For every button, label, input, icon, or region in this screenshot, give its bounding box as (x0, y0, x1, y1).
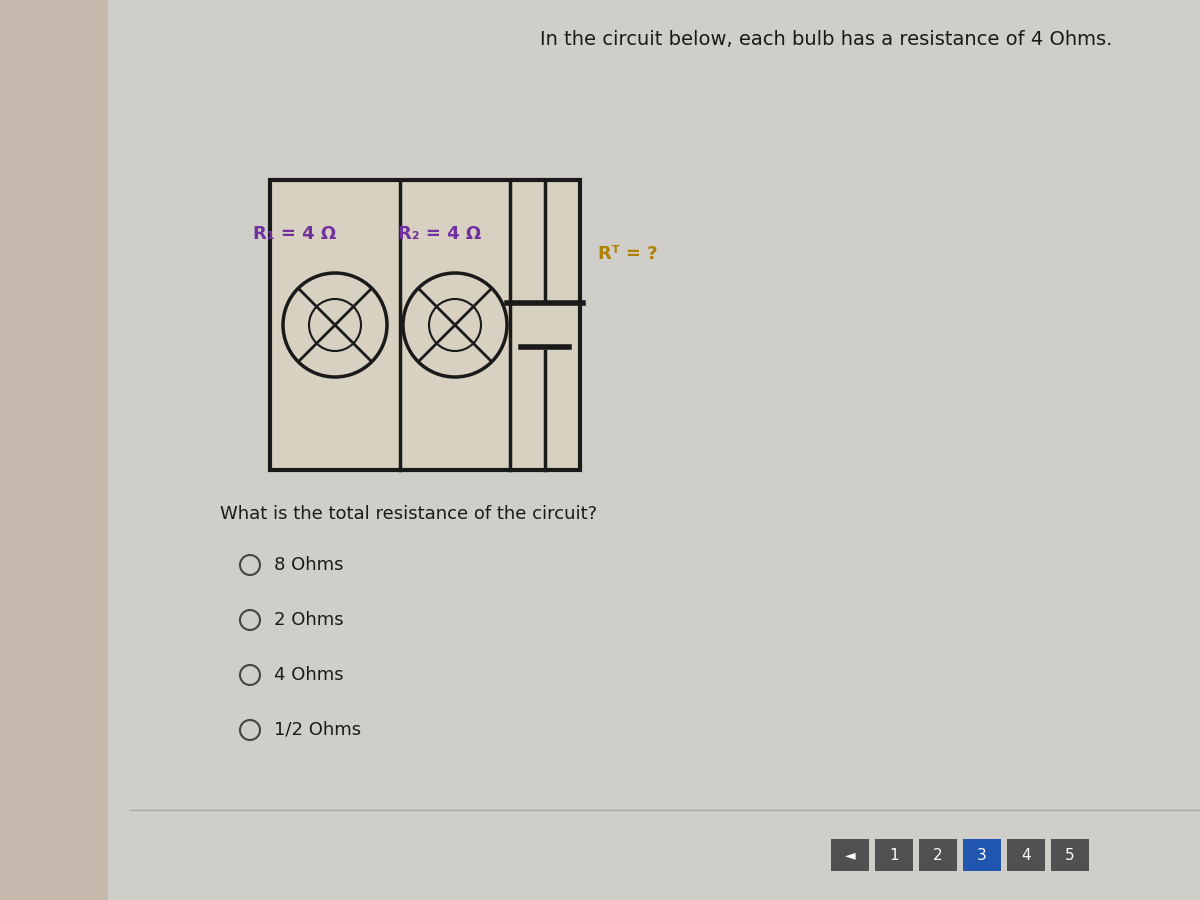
Text: 4 Ohms: 4 Ohms (274, 666, 343, 684)
FancyBboxPatch shape (1051, 839, 1090, 871)
Text: In the circuit below, each bulb has a resistance of 4 Ohms.: In the circuit below, each bulb has a re… (540, 30, 1112, 49)
FancyBboxPatch shape (919, 839, 958, 871)
Text: 8 Ohms: 8 Ohms (274, 556, 343, 574)
Text: 3: 3 (977, 848, 986, 862)
Text: 1: 1 (889, 848, 899, 862)
FancyBboxPatch shape (830, 839, 869, 871)
Text: What is the total resistance of the circuit?: What is the total resistance of the circ… (220, 505, 598, 523)
Text: 1/2 Ohms: 1/2 Ohms (274, 721, 361, 739)
Text: R₂ = 4 Ω: R₂ = 4 Ω (398, 225, 481, 243)
Text: 2: 2 (934, 848, 943, 862)
FancyBboxPatch shape (875, 839, 913, 871)
Text: Rᵀ = ?: Rᵀ = ? (598, 245, 658, 263)
Text: R₁ = 4 Ω: R₁ = 4 Ω (253, 225, 337, 243)
Text: 5: 5 (1066, 848, 1075, 862)
Text: 2 Ohms: 2 Ohms (274, 611, 343, 629)
Bar (270, 180, 580, 470)
Text: 4: 4 (1021, 848, 1031, 862)
Text: ◄: ◄ (845, 848, 856, 862)
FancyBboxPatch shape (964, 839, 1001, 871)
FancyBboxPatch shape (1007, 839, 1045, 871)
